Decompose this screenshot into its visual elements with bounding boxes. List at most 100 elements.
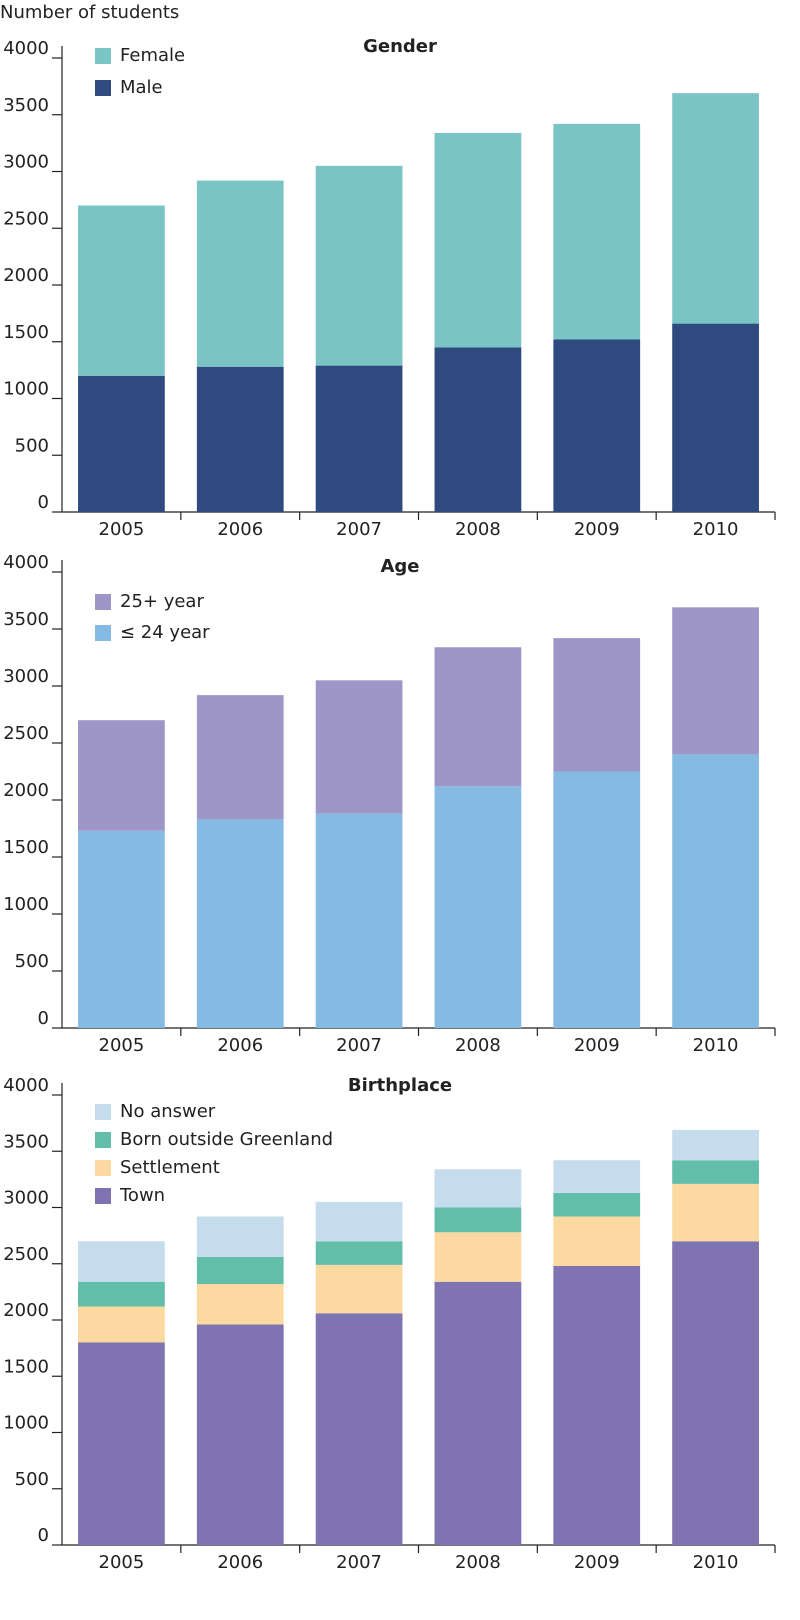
x-tick-label: 2008 <box>455 519 501 540</box>
bar-segment <box>196 695 284 820</box>
legend-label: Female <box>120 45 185 66</box>
y-tick-label: 1000 <box>3 894 49 915</box>
y-tick-label: 2000 <box>3 1300 49 1321</box>
y-tick-label: 3000 <box>3 152 49 173</box>
y-tick-label: 1500 <box>3 1356 49 1377</box>
legend-label: Born outside Greenland <box>120 1129 333 1150</box>
x-tick-label: 2007 <box>336 1552 382 1573</box>
x-tick-label: 2006 <box>217 1035 263 1056</box>
bar-segment <box>553 123 641 340</box>
bar-segment <box>434 132 522 348</box>
x-tick-label: 2009 <box>574 519 620 540</box>
x-tick-label: 2008 <box>455 1552 501 1573</box>
panel-title: Age <box>380 556 419 577</box>
bar-segment <box>553 638 641 772</box>
y-tick-label: 500 <box>15 435 49 456</box>
bar-segment <box>196 1216 284 1257</box>
bar-segment <box>78 205 165 376</box>
panel-title: Gender <box>363 36 437 57</box>
bar-segment <box>78 375 165 512</box>
bar-segment <box>672 1129 759 1161</box>
x-tick-label: 2005 <box>99 1035 145 1056</box>
bar-segment <box>672 1160 759 1184</box>
legend-label: Male <box>120 77 163 98</box>
bar-segment <box>672 754 759 1028</box>
bar-segment <box>434 647 522 787</box>
bar-segment <box>315 680 403 814</box>
bar-segment <box>553 1266 641 1545</box>
legend-label: 25+ year <box>120 591 204 612</box>
x-tick-label: 2007 <box>336 1035 382 1056</box>
y-tick-label: 0 <box>38 492 49 513</box>
legend-swatch <box>95 1160 111 1176</box>
bar-segment <box>78 1342 165 1545</box>
y-tick-label: 2000 <box>3 265 49 286</box>
x-tick-label: 2005 <box>99 519 145 540</box>
legend-swatch <box>95 48 111 64</box>
bar-segment <box>78 1281 165 1307</box>
bar-segment <box>315 165 403 366</box>
legend-swatch <box>95 1188 111 1204</box>
x-tick-label: 2006 <box>217 1552 263 1573</box>
y-tick-label: 3000 <box>3 666 49 687</box>
y-tick-label: 1500 <box>3 322 49 343</box>
bar-segment <box>196 819 284 1028</box>
y-tick-label: 500 <box>15 951 49 972</box>
bar-segment <box>196 1284 284 1325</box>
legend-label: No answer <box>120 1101 216 1122</box>
bar-segment <box>434 1169 522 1208</box>
y-tick-label: 4000 <box>3 38 49 59</box>
x-tick-label: 2009 <box>574 1035 620 1056</box>
x-tick-label: 2007 <box>336 519 382 540</box>
x-tick-label: 2010 <box>693 1552 739 1573</box>
bar-segment <box>315 813 403 1028</box>
y-tick-label: 1500 <box>3 837 49 858</box>
y-tick-label: 1000 <box>3 379 49 400</box>
y-tick-label: 3000 <box>3 1188 49 1209</box>
bar-segment <box>434 1281 522 1545</box>
legend-label: Settlement <box>120 1157 220 1178</box>
bar-segment <box>315 1201 403 1242</box>
legend-swatch <box>95 1104 111 1120</box>
bar-segment <box>434 347 522 512</box>
y-tick-label: 2500 <box>3 723 49 744</box>
x-tick-label: 2010 <box>693 519 739 540</box>
y-tick-label: 4000 <box>3 1075 49 1096</box>
y-axis-label: Number of students <box>0 2 179 23</box>
legend-swatch <box>95 594 111 610</box>
bar-segment <box>78 1306 165 1343</box>
bar-segment <box>196 1257 284 1284</box>
bar-segment <box>553 1192 641 1217</box>
y-tick-label: 2000 <box>3 780 49 801</box>
bar-segment <box>434 1207 522 1233</box>
bar-segment <box>553 339 641 512</box>
y-tick-label: 3500 <box>3 1131 49 1152</box>
y-tick-label: 3500 <box>3 95 49 116</box>
y-tick-label: 2500 <box>3 1244 49 1265</box>
legend-swatch <box>95 1132 111 1148</box>
y-tick-label: 1000 <box>3 1413 49 1434</box>
bar-segment <box>672 607 759 755</box>
bar-segment <box>315 365 403 512</box>
y-tick-label: 0 <box>38 1008 49 1029</box>
bar-segment <box>315 1264 403 1314</box>
bar-segment <box>672 1183 759 1242</box>
bar-segment <box>78 1241 165 1282</box>
bar-segment <box>672 1241 759 1545</box>
bar-segment <box>553 771 641 1028</box>
bar-segment <box>553 1216 641 1266</box>
bar-segment <box>553 1160 641 1193</box>
bar-segment <box>78 830 165 1028</box>
y-tick-label: 3500 <box>3 609 49 630</box>
bar-segment <box>434 786 522 1028</box>
legend-swatch <box>95 625 111 641</box>
legend-swatch <box>95 80 111 96</box>
y-tick-label: 4000 <box>3 552 49 573</box>
panel-title: Birthplace <box>348 1075 452 1096</box>
y-tick-label: 2500 <box>3 208 49 229</box>
bar-segment <box>196 180 284 367</box>
x-tick-label: 2006 <box>217 519 263 540</box>
bar-segment <box>672 93 759 324</box>
bar-segment <box>315 1313 403 1545</box>
